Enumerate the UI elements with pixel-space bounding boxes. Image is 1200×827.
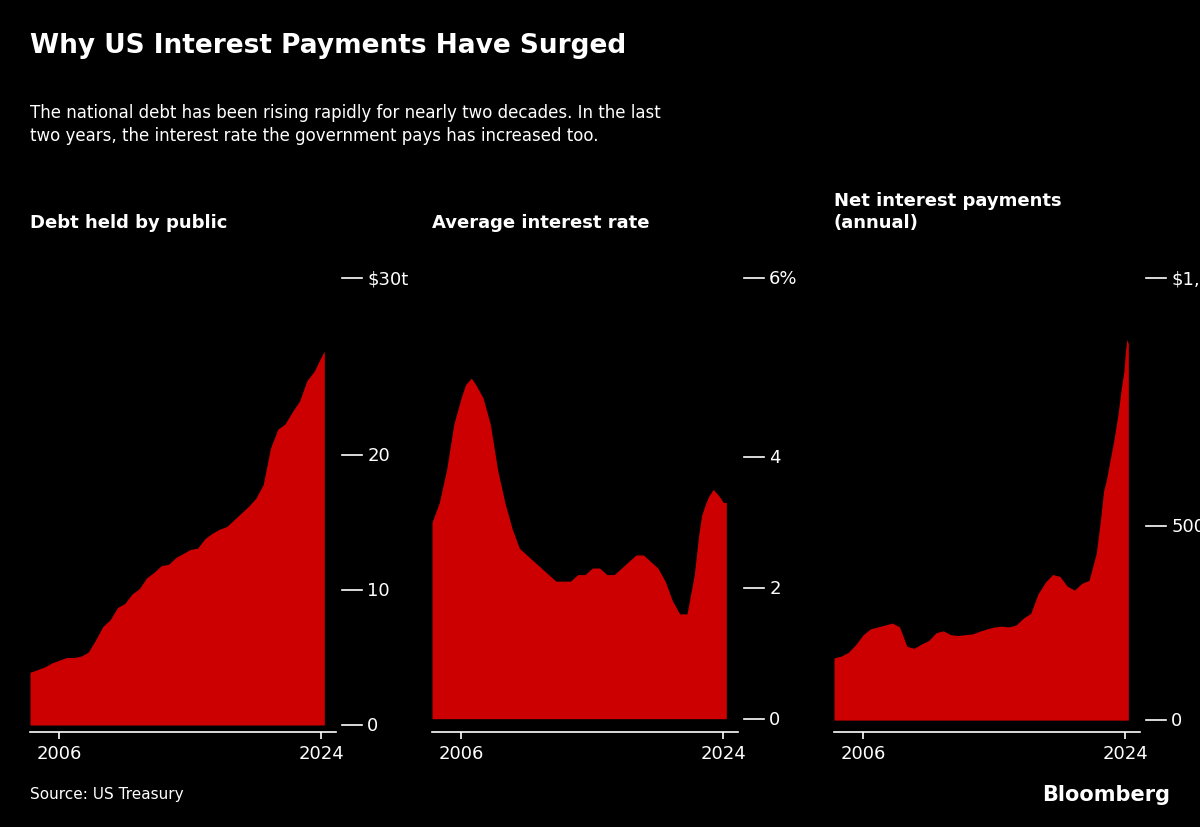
Text: 0: 0: [367, 716, 378, 734]
Text: Bloomberg: Bloomberg: [1042, 784, 1170, 804]
Text: Source: US Treasury: Source: US Treasury: [30, 786, 184, 801]
Text: 2: 2: [769, 579, 781, 597]
Text: Why US Interest Payments Have Surged: Why US Interest Payments Have Surged: [30, 33, 626, 59]
Text: 4: 4: [769, 448, 781, 466]
Text: 6%: 6%: [769, 270, 798, 288]
Text: The national debt has been rising rapidly for nearly two decades. In the last
tw: The national debt has been rising rapidl…: [30, 103, 661, 145]
Text: Net interest payments
(annual): Net interest payments (annual): [834, 191, 1062, 232]
Text: 500: 500: [1171, 518, 1200, 535]
Text: Debt held by public: Debt held by public: [30, 213, 227, 232]
Text: Average interest rate: Average interest rate: [432, 213, 649, 232]
Text: $1,000b: $1,000b: [1171, 270, 1200, 288]
Text: $30t: $30t: [367, 270, 408, 288]
Text: 20: 20: [367, 447, 390, 465]
Text: 0: 0: [1171, 711, 1182, 729]
Text: 10: 10: [367, 581, 390, 600]
Text: 0: 0: [769, 710, 780, 728]
